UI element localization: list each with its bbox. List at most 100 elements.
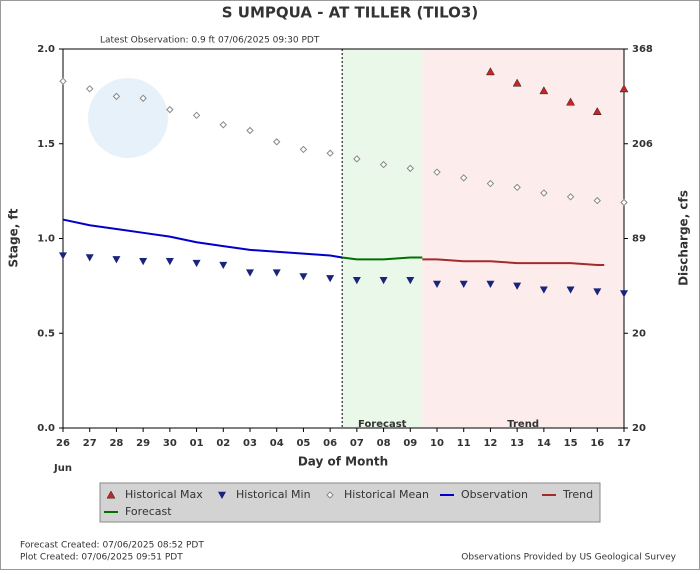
logo <box>88 78 168 158</box>
x-tick-label: 01 <box>190 438 204 449</box>
marker <box>539 86 549 95</box>
marker <box>353 155 361 163</box>
marker <box>139 94 147 102</box>
x-tick-label: 10 <box>430 438 444 449</box>
marker <box>460 174 468 182</box>
x-axis-label: Day of Month <box>298 455 388 469</box>
legend-label: Forecast <box>125 505 172 518</box>
y2-tick-label: 206 <box>632 139 653 150</box>
marker <box>620 198 628 207</box>
series-line <box>422 258 605 267</box>
marker <box>272 269 281 277</box>
marker <box>299 145 308 154</box>
marker <box>406 276 415 285</box>
x-tick-label: 05 <box>296 438 310 449</box>
marker <box>166 105 174 114</box>
marker <box>299 273 308 281</box>
series-line <box>62 218 343 259</box>
legend-label: Historical Mean <box>344 488 429 501</box>
footer: Forecast Created: 07/06/2025 08:52 PDT <box>20 541 204 551</box>
x-tick-label: 02 <box>216 438 230 449</box>
marker <box>379 276 388 285</box>
marker <box>540 189 548 197</box>
legend-label: Trend <box>562 488 593 501</box>
legend-marker <box>326 491 334 499</box>
y2-tick-label: 20 <box>632 423 646 434</box>
series-line <box>342 256 423 261</box>
region-label: Trend <box>507 419 539 430</box>
plot-border <box>62 48 625 429</box>
legend-marker <box>106 490 116 499</box>
x-tick-label: 09 <box>403 438 417 449</box>
region <box>342 49 423 428</box>
marker <box>459 280 468 288</box>
marker <box>486 179 495 188</box>
subtitle: Latest Observation: 0.9 ft 07/06/2025 09… <box>100 36 320 46</box>
x-tick-label: 12 <box>483 438 497 449</box>
marker <box>486 67 495 76</box>
x-tick-label: 26 <box>56 438 70 449</box>
marker <box>539 286 548 294</box>
y-tick-label: 1.0 <box>37 234 55 245</box>
x-tick-label: 13 <box>510 438 524 449</box>
y-tick-label: 2.0 <box>37 44 55 55</box>
marker <box>112 92 121 101</box>
legend: Historical Max Historical Min Historical M… <box>99 482 601 523</box>
marker <box>379 160 388 169</box>
legend-box <box>99 482 601 523</box>
marker <box>592 107 602 115</box>
region <box>422 49 624 428</box>
legend-label: Historical Max <box>125 488 203 501</box>
footer: Plot Created: 07/06/2025 09:51 PDT <box>20 553 183 563</box>
legend-marker <box>218 491 226 499</box>
marker <box>486 280 495 288</box>
marker <box>59 77 67 85</box>
x-tick-label: 08 <box>377 438 391 449</box>
y-tick-label: 1.5 <box>37 139 55 150</box>
marker <box>433 168 441 176</box>
x-tick-label: 03 <box>243 438 257 449</box>
y-tick-label: 0.5 <box>37 328 55 339</box>
y2-axis-label: Discharge, cfs <box>677 190 691 286</box>
marker <box>219 121 227 129</box>
marker <box>326 275 335 283</box>
marker <box>112 256 121 264</box>
marker <box>192 111 201 120</box>
marker <box>593 288 602 296</box>
marker <box>513 183 521 192</box>
marker <box>619 84 629 93</box>
x-tick-label: 29 <box>136 438 150 449</box>
marker <box>165 258 174 266</box>
marker <box>620 290 628 298</box>
chart-title: S UMPQUA - AT TILLER (TILO3) <box>222 4 478 22</box>
x-tick-label: 16 <box>590 438 604 449</box>
y2-tick-label: 20 <box>632 328 646 339</box>
marker <box>246 269 254 277</box>
marker <box>566 97 575 106</box>
legend-label: Historical Min <box>236 488 311 501</box>
marker <box>433 280 441 288</box>
x-tick-label: 17 <box>617 438 631 449</box>
marker <box>566 286 575 294</box>
marker <box>59 252 67 260</box>
marker <box>406 164 414 173</box>
marker <box>513 282 522 290</box>
marker <box>139 258 148 266</box>
x-tick-label: 07 <box>350 438 364 449</box>
x-tick-label: 27 <box>83 438 97 449</box>
legend-label: Observation <box>461 488 528 501</box>
marker <box>246 126 254 135</box>
footer: Observations Provided by US Geological S… <box>461 553 676 563</box>
x-tick-label: 15 <box>564 438 578 449</box>
y2-tick-label: 89 <box>632 234 646 245</box>
marker <box>326 149 334 157</box>
marker <box>512 78 522 87</box>
y2-tick-label: 368 <box>632 44 653 55</box>
x-tick-label: 28 <box>109 438 123 449</box>
x-tick-label: 30 <box>163 438 177 449</box>
y-tick-label: 0.0 <box>37 423 55 434</box>
marker <box>352 276 361 285</box>
x-tick-label: 04 <box>270 438 284 449</box>
